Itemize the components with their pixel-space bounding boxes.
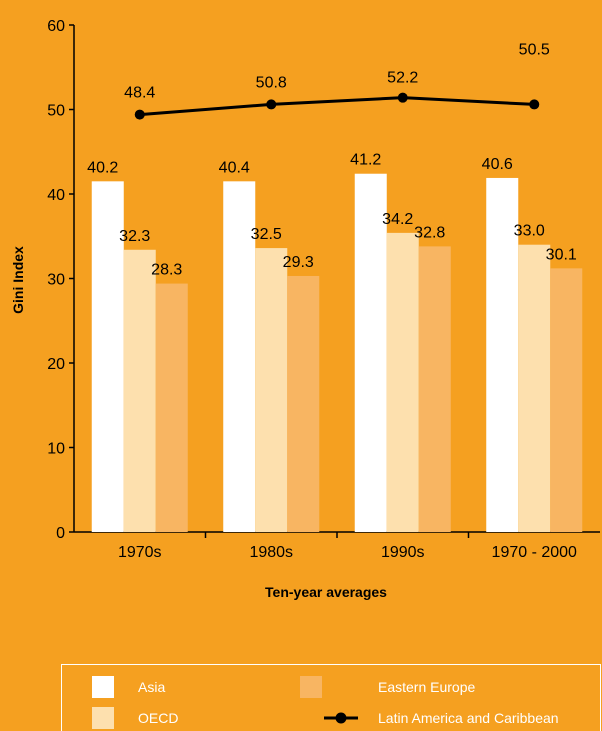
bar-data-label: 30.1	[546, 246, 577, 263]
bar	[418, 246, 451, 532]
line-data-label: 52.2	[387, 70, 418, 87]
bar	[123, 249, 156, 532]
line-point	[266, 99, 277, 110]
bar	[155, 283, 188, 532]
legend-label-asia: Asia	[138, 679, 166, 695]
y-tick-label: 50	[47, 103, 65, 120]
legend-swatch-eastern-europe	[300, 676, 322, 698]
x-tick-label: 1970 - 2000	[492, 544, 578, 561]
line-data-label: 50.5	[519, 41, 550, 58]
bar-data-label: 40.6	[482, 156, 513, 173]
bar	[223, 181, 256, 532]
legend-swatch-asia	[92, 676, 114, 698]
bar-data-label: 33.0	[514, 223, 545, 240]
bar	[386, 232, 419, 532]
bar	[550, 268, 583, 532]
x-axis-title: Ten-year averages	[265, 584, 387, 600]
y-tick-label: 30	[47, 272, 65, 289]
y-tick-label: 40	[47, 187, 65, 204]
bar-data-label: 28.3	[151, 262, 182, 279]
bar-data-label: 41.2	[350, 152, 381, 169]
bar	[354, 173, 387, 532]
legend-label-eastern-europe: Eastern Europe	[378, 679, 476, 695]
y-axis-title: Gini Index	[10, 246, 26, 314]
legend-label-latin-america: Latin America and Caribbean	[378, 710, 559, 726]
chart-legend: Asia Eastern Europe OECD Latin America a…	[61, 664, 601, 731]
line-data-label: 50.8	[256, 74, 287, 91]
bar	[486, 177, 519, 532]
x-tick-label: 1970s	[118, 544, 162, 561]
bar	[287, 275, 320, 532]
bar-data-label: 29.3	[283, 254, 314, 271]
x-tick-label: 1990s	[381, 544, 425, 561]
bar-data-label: 32.5	[251, 226, 282, 243]
y-tick-label: 60	[47, 18, 65, 35]
y-tick-label: 0	[56, 525, 65, 542]
bar-data-label: 32.8	[414, 224, 445, 241]
line-data-label: 48.4	[124, 85, 155, 102]
x-tick-label: 1980s	[249, 544, 293, 561]
line-point	[134, 109, 145, 120]
line-point	[397, 92, 408, 103]
y-tick-label: 10	[47, 441, 65, 458]
y-tick-label: 20	[47, 356, 65, 373]
bar	[255, 248, 288, 532]
bar-data-label: 40.2	[87, 159, 118, 176]
bar-data-label: 40.4	[219, 159, 250, 176]
bar-data-label: 32.3	[119, 228, 150, 245]
line-point	[529, 99, 540, 110]
legend-line-marker-icon	[324, 712, 358, 724]
bar	[91, 181, 124, 532]
line-series-path	[139, 96, 535, 117]
bar-data-label: 34.2	[382, 211, 413, 228]
bar	[518, 244, 551, 532]
legend-label-oecd: OECD	[138, 710, 179, 726]
legend-swatch-oecd	[92, 707, 114, 729]
